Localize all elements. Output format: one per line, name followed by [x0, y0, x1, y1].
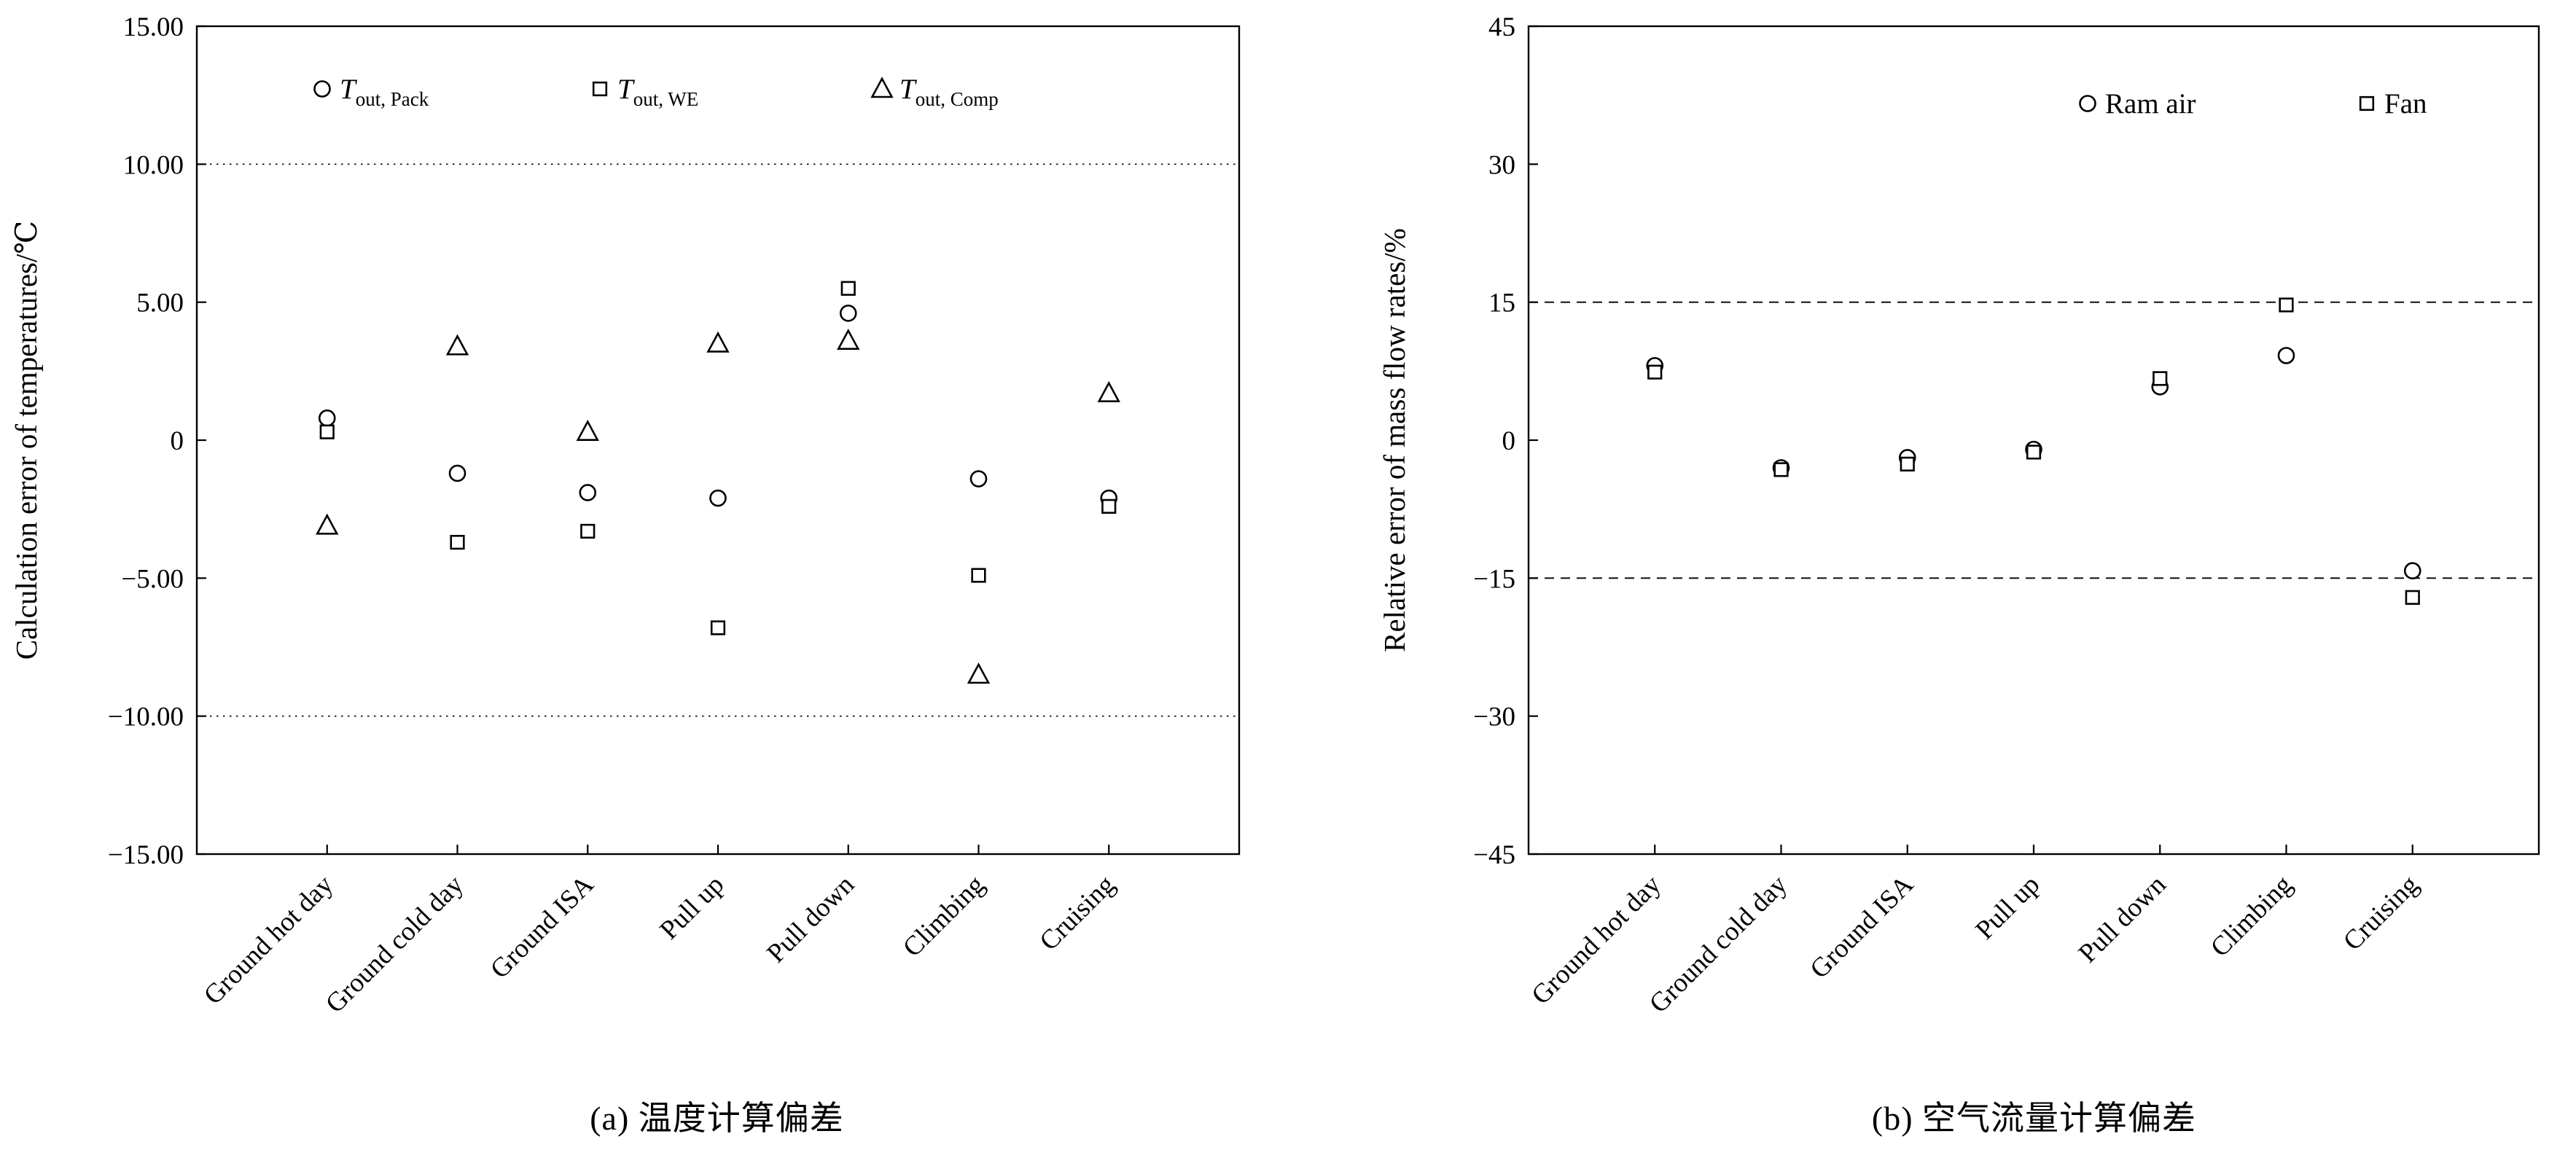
- plot-border: [1527, 25, 2540, 856]
- y-tick-label: 5.00: [136, 289, 184, 318]
- data-point-triangle: [837, 328, 860, 350]
- x-tick-label: Ground hot day: [1526, 869, 1667, 1011]
- y-tick-label: 45: [1488, 12, 1515, 42]
- y-tick-label: 15: [1488, 289, 1515, 318]
- data-point-circle: [579, 484, 597, 501]
- data-point-square: [1101, 498, 1117, 514]
- y-tick-label: −5.00: [121, 564, 184, 594]
- x-tick-label: Climbing: [2205, 869, 2298, 963]
- legend-label: Ram air: [2105, 88, 2196, 120]
- y-tick-label: 0: [171, 426, 184, 456]
- data-point-square: [1647, 364, 1663, 380]
- data-point-circle: [2277, 347, 2295, 364]
- y-tick-label: −30: [1473, 703, 1515, 732]
- data-point-triangle: [445, 334, 469, 356]
- y-tick-label: 15.00: [123, 12, 184, 42]
- data-point-triangle: [576, 419, 599, 441]
- x-tick-label: Pull up: [654, 869, 730, 945]
- data-point-square: [2152, 371, 2168, 386]
- data-point-triangle: [316, 513, 339, 535]
- data-point-square: [2405, 590, 2420, 605]
- legend-label: Tout, Comp: [899, 74, 999, 110]
- y-tick-label: 10.00: [123, 150, 184, 180]
- x-tick-label: Ground ISA: [1804, 869, 1919, 985]
- y-tick-label: −15: [1473, 564, 1515, 594]
- data-point-square: [1900, 456, 1915, 472]
- data-point-square: [450, 535, 465, 550]
- data-point-square: [840, 281, 856, 296]
- data-point-triangle: [706, 331, 730, 353]
- y-axis-label: Calculation error of temperatures/℃: [9, 221, 43, 660]
- x-tick-label: Pull down: [2073, 869, 2172, 969]
- data-point-circle: [2403, 562, 2421, 580]
- legend-label: Fan: [2384, 88, 2427, 120]
- y-axis-label: Relative error of mass flow rates/%: [1378, 228, 1411, 652]
- plot-border: [195, 25, 1241, 856]
- x-tick-label: Cruising: [1034, 869, 1120, 956]
- data-point-circle: [318, 409, 336, 427]
- legend-label: Tout, Pack: [340, 74, 429, 110]
- x-tick-label: Pull up: [1970, 869, 2045, 945]
- x-tick-label: Climbing: [897, 869, 991, 963]
- chart-a-canvas: 15.00 10.00 5.00 0 −5.00 −10.00 −15.00 Ground h…: [9, 12, 1241, 1019]
- y-tick-label: −45: [1473, 840, 1515, 870]
- chart-a: 15.00 10.00 5.00 0 −5.00 −10.00 −15.00 Ground h…: [0, 0, 1288, 1140]
- y-tick-label: 30: [1488, 150, 1515, 180]
- y-tick-label: −15.00: [108, 840, 184, 870]
- data-point-square: [2279, 297, 2294, 313]
- chart-a-caption: (a) 温度计算偏差: [590, 1100, 844, 1137]
- data-point-square: [319, 424, 335, 439]
- legend-circle-marker: [2079, 95, 2096, 112]
- legend-circle-marker: [313, 80, 331, 98]
- chart-b-caption: (b) 空气流量计算偏差: [1871, 1100, 2197, 1137]
- data-point-triangle: [967, 662, 991, 684]
- x-tick-label: Ground ISA: [485, 869, 600, 985]
- data-point-square: [1773, 462, 1789, 477]
- x-tick-label: Ground hot day: [198, 869, 340, 1011]
- legend-triangle-marker: [870, 77, 894, 98]
- data-point-square: [971, 568, 986, 583]
- legend-square-marker: [592, 81, 608, 97]
- chart-b: 45 30 15 0 −15 −30 −45 Ground hot day Ground col…: [1288, 0, 2576, 1140]
- legend-square-marker: [2359, 95, 2375, 111]
- data-point-square: [2026, 445, 2042, 460]
- x-tick-label: Ground cold day: [1644, 869, 1793, 1019]
- data-point-square: [710, 620, 726, 635]
- y-tick-label: −10.00: [108, 703, 184, 732]
- data-point-circle: [969, 470, 988, 488]
- legend-label: Tout, WE: [617, 74, 698, 110]
- x-tick-label: Ground cold day: [320, 869, 469, 1019]
- data-point-circle: [839, 305, 857, 322]
- data-point-circle: [448, 464, 467, 482]
- data-point-circle: [709, 489, 727, 507]
- y-tick-label: 0: [1502, 426, 1516, 456]
- x-tick-label: Pull down: [761, 869, 860, 969]
- data-point-square: [580, 523, 596, 539]
- data-point-triangle: [1097, 380, 1120, 402]
- x-tick-label: Cruising: [2338, 869, 2424, 956]
